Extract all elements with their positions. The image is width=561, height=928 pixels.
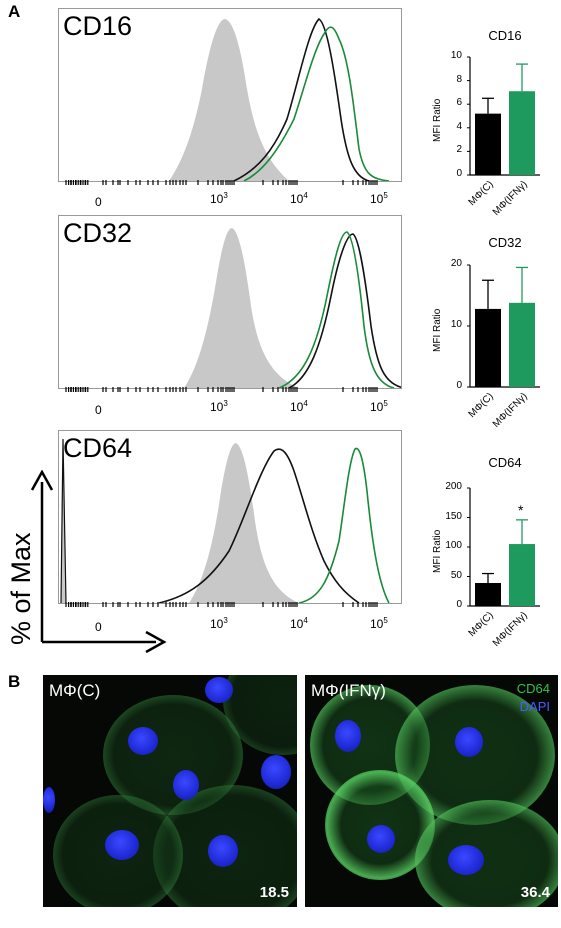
micrograph-control: MΦ(C) 18.5 xyxy=(43,675,297,907)
histogram-cd16: CD16 xyxy=(58,8,402,182)
histogram-cd32: CD32 xyxy=(58,215,402,389)
histogram-x-tick-label: 0 xyxy=(95,403,102,417)
histogram-x-tick-label: 103 xyxy=(210,616,228,631)
histogram-x-tick-label: 105 xyxy=(370,399,388,414)
histogram-cd64: CD64 xyxy=(58,430,402,604)
bar-chart-y-tick-label: 50 xyxy=(450,569,462,581)
bar-chart-title: CD16 xyxy=(488,28,522,43)
bar-chart-svg xyxy=(467,487,540,607)
panel-a-letter: A xyxy=(8,2,21,21)
bar-chart-y-label: MFI Ratio xyxy=(432,308,443,352)
bar-chart-y-label: MFI Ratio xyxy=(432,529,443,573)
bar xyxy=(509,302,535,387)
histogram-x-tick-label: 104 xyxy=(290,399,308,414)
nucleus xyxy=(335,720,361,752)
histogram-x-tick-label: 0 xyxy=(95,620,102,634)
histogram-x-tick-label: 104 xyxy=(290,616,308,631)
histogram-cd32-curves xyxy=(184,228,401,388)
bar-chart-y-tick-label: 200 xyxy=(445,481,462,492)
micrograph-value-control: 18.5 xyxy=(259,884,289,901)
histogram-cd32-x-ticks xyxy=(65,387,378,392)
bar xyxy=(475,113,501,175)
nucleus xyxy=(173,770,199,800)
histogram-label-cd32: CD32 xyxy=(63,218,133,248)
histogram-x-tick-label: 0 xyxy=(95,195,102,209)
bar-chart-y-tick-label: 8 xyxy=(456,73,462,85)
bar-chart-y-tick-label: 150 xyxy=(445,510,462,522)
micrograph-label-control: MΦ(C) xyxy=(49,681,101,700)
histogram-label-cd64: CD64 xyxy=(63,433,133,463)
histogram-y-axis-label: % of Max xyxy=(6,532,36,645)
histogram-axes-arrows xyxy=(30,470,167,654)
histogram-x-tick-label: 105 xyxy=(370,616,388,631)
legend-dapi: DAPI xyxy=(519,699,550,714)
bar-chart-y-tick-label: 2 xyxy=(456,144,462,156)
bar-chart-y-tick-label: 0 xyxy=(456,599,462,610)
nucleus xyxy=(367,825,395,853)
bar xyxy=(509,91,535,175)
bar-chart-y-tick-label: 4 xyxy=(456,120,462,132)
nucleus xyxy=(455,727,483,757)
bar-chart-y-tick-label: 10 xyxy=(450,50,462,61)
histogram-x-tick-label: 105 xyxy=(370,191,388,206)
nucleus xyxy=(261,755,291,789)
bar-chart-y-tick-label: 0 xyxy=(456,380,462,391)
panel-b-letter: B xyxy=(8,672,21,691)
bar-chart-svg xyxy=(467,264,540,388)
nucleus xyxy=(105,830,139,860)
bar xyxy=(509,544,535,606)
bar-chart-y-tick-label: 100 xyxy=(445,540,462,551)
bar xyxy=(475,308,501,387)
histogram-label-cd16: CD16 xyxy=(63,11,133,41)
bar-chart-y-tick-label: 10 xyxy=(450,319,462,330)
nucleus xyxy=(128,727,158,755)
bar-chart-svg xyxy=(467,56,540,176)
cell xyxy=(415,800,558,907)
bar-chart-title: CD64 xyxy=(488,455,522,470)
significance-star: * xyxy=(518,501,524,518)
nucleus xyxy=(208,835,238,867)
micrograph-value-ifng: 36.4 xyxy=(520,884,550,901)
histogram-x-tick-label: 103 xyxy=(210,191,228,206)
micrograph-ifng: MΦ(IFNγ) CD64 DAPI 36.4 xyxy=(305,675,558,907)
legend-cd64: CD64 xyxy=(516,681,550,696)
bar-chart-title: CD32 xyxy=(488,235,522,250)
nucleus xyxy=(205,677,233,703)
histogram-cd64-x-ticks xyxy=(65,602,378,607)
nucleus xyxy=(448,845,484,875)
histogram-cd16-curves xyxy=(169,17,390,181)
bar xyxy=(475,582,501,606)
histogram-cd16-x-ticks xyxy=(65,180,378,185)
bar-chart-y-tick-label: 20 xyxy=(450,258,462,269)
bar-chart-y-tick-label: 6 xyxy=(456,97,462,109)
histogram-x-tick-label: 103 xyxy=(210,399,228,414)
nucleus xyxy=(43,787,55,813)
histogram-cd64-curves xyxy=(60,436,390,603)
histogram-x-tick-label: 104 xyxy=(290,191,308,206)
bar-chart-y-tick-label: 0 xyxy=(456,168,462,179)
micrograph-label-ifng: MΦ(IFNγ) xyxy=(311,681,386,700)
